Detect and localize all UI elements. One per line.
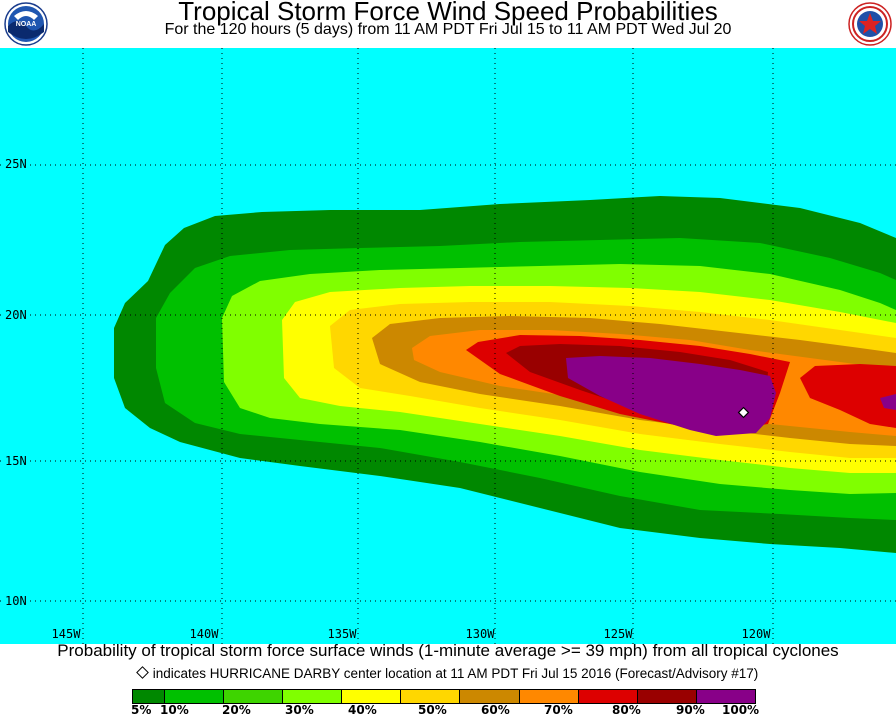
prob-band-90-east	[880, 394, 896, 410]
legend-swatch-5	[133, 690, 165, 703]
legend-swatch-20	[223, 690, 284, 703]
legend-label-50: 50%	[418, 703, 447, 717]
probability-map	[0, 48, 896, 644]
legend-label-60: 60%	[481, 703, 510, 717]
legend-swatch-10	[164, 690, 224, 703]
nws-logo	[848, 2, 892, 46]
legend-label-30: 30%	[285, 703, 314, 717]
diamond-icon	[135, 666, 149, 679]
storm-center-note: indicates HURRICANE DARBY center locatio…	[0, 666, 896, 681]
legend-label-40: 40%	[348, 703, 377, 717]
legend-label-90: 90%	[676, 703, 705, 717]
legend-swatch-30	[283, 690, 343, 703]
prob-band-70-east	[800, 364, 896, 428]
svg-text:NOAA: NOAA	[16, 21, 37, 28]
map-canvas	[0, 48, 896, 644]
page-title: Tropical Storm Force Wind Speed Probabil…	[178, 0, 718, 26]
prob-band-90	[566, 356, 776, 436]
legend-label-5: 5%	[131, 703, 152, 717]
lat-label-25n: 25N	[4, 157, 28, 171]
lon-label-140w: 140W	[189, 627, 219, 641]
legend-label-80: 80%	[612, 703, 641, 717]
noaa-logo: NOAA	[4, 2, 48, 46]
probability-legend	[132, 689, 756, 704]
legend-label-70: 70%	[544, 703, 573, 717]
legend-swatch-70	[519, 690, 579, 703]
lat-label-10n: 10N	[4, 594, 28, 608]
legend-swatch-80	[578, 690, 638, 703]
legend-swatch-90	[637, 690, 697, 703]
storm-center-text: indicates HURRICANE DARBY center locatio…	[152, 666, 759, 681]
legend-label-10: 10%	[160, 703, 189, 717]
lat-label-20n: 20N	[4, 308, 28, 322]
header: NOAA Tropical Storm Force Wind Speed Pro…	[0, 0, 896, 48]
map-caption: Probability of tropical storm force surf…	[57, 641, 839, 660]
legend-swatch-100	[696, 690, 755, 703]
lat-label-15n: 15N	[4, 454, 28, 468]
lon-label-135w: 135W	[327, 627, 357, 641]
lon-label-120w: 120W	[741, 627, 771, 641]
legend-label-100: 100%	[722, 703, 760, 717]
lon-label-130w: 130W	[465, 627, 495, 641]
legend-swatch-40	[342, 690, 402, 703]
lon-label-145w: 145W	[51, 627, 81, 641]
legend-swatch-50	[401, 690, 461, 703]
storm-center-diamond	[737, 406, 750, 419]
lon-label-125w: 125W	[603, 627, 633, 641]
page-subtitle: For the 120 hours (5 days) from 11 AM PD…	[164, 21, 732, 38]
legend-label-20: 20%	[222, 703, 251, 717]
legend-swatch-60	[460, 690, 520, 703]
